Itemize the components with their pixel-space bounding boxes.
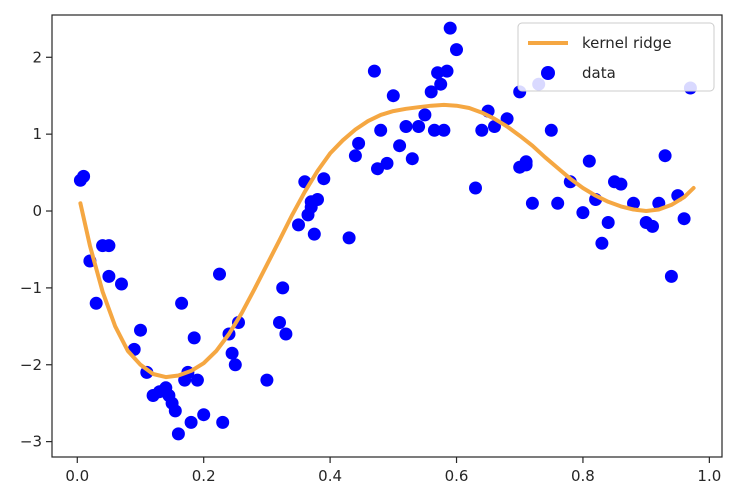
x-tick-label: 0.4: [318, 467, 342, 485]
data-point: [307, 227, 321, 241]
data-point: [500, 112, 514, 126]
data-point: [658, 149, 672, 163]
data-point: [317, 172, 331, 186]
y-tick-label: −1: [20, 279, 42, 297]
data-point: [551, 196, 565, 210]
legend-box: [517, 22, 715, 92]
data-point: [260, 373, 274, 387]
data-point: [175, 296, 189, 310]
data-point: [519, 158, 533, 172]
data-point: [190, 373, 204, 387]
data-point: [276, 281, 290, 295]
data-point: [374, 123, 388, 137]
data-point: [187, 331, 201, 345]
data-point: [595, 236, 609, 250]
plot-area: [73, 21, 697, 441]
data-point: [371, 162, 384, 176]
data-point: [627, 196, 640, 210]
data-point: [228, 358, 242, 372]
data-point: [614, 177, 628, 191]
data-point: [77, 169, 91, 183]
data-point: [450, 43, 463, 57]
data-point: [475, 123, 489, 137]
x-tick-label: 0.8: [571, 467, 595, 485]
y-tick-label: −2: [20, 356, 42, 374]
data-point: [677, 212, 691, 226]
data-point: [102, 269, 116, 283]
data-point: [437, 123, 451, 137]
data-point: [352, 136, 366, 150]
data-point: [168, 404, 182, 418]
data-point: [646, 219, 659, 233]
data-point: [380, 156, 394, 170]
y-tick-label: 2: [32, 48, 42, 66]
x-tick-label: 0.0: [65, 467, 89, 485]
legend-label-data: data: [582, 64, 616, 82]
data-point: [601, 216, 615, 229]
data-point: [427, 123, 441, 137]
data-point: [582, 154, 596, 168]
data-point: [544, 123, 558, 137]
data-point: [171, 427, 185, 441]
data-point: [440, 64, 454, 78]
data-point: [292, 218, 305, 232]
y-tick-label: −3: [20, 433, 42, 451]
data-point: [418, 108, 432, 122]
data-point: [348, 149, 362, 163]
x-axis: 0.0 0.2 0.4 0.6 0.8 1.0: [65, 457, 721, 485]
data-point: [412, 120, 426, 133]
data-point: [488, 120, 501, 133]
data-point: [525, 196, 539, 210]
x-tick-label: 0.6: [445, 467, 469, 485]
data-point: [576, 206, 590, 220]
data-point: [424, 85, 438, 99]
data-point: [89, 296, 103, 310]
series-line-kernel-ridge: [78, 102, 696, 380]
data-point: [279, 327, 293, 341]
data-point: [399, 120, 413, 133]
data-point: [216, 415, 230, 429]
data-point: [443, 21, 457, 35]
data-point: [664, 269, 678, 283]
y-tick-label: 1: [32, 125, 42, 143]
data-point: [405, 152, 419, 166]
axes-frame: [51, 14, 723, 458]
legend-label-kernel-ridge: kernel ridge: [582, 34, 672, 52]
legend: kernel ridge data: [517, 22, 715, 92]
data-point: [469, 181, 482, 195]
data-point: [434, 77, 448, 91]
legend-swatch-data: [541, 66, 555, 80]
data-point: [184, 415, 198, 429]
data-point: [115, 277, 128, 291]
data-point: [311, 193, 324, 206]
data-point: [225, 346, 239, 360]
y-tick-label: 0: [32, 202, 42, 220]
x-tick-label: 1.0: [697, 467, 721, 485]
data-point: [213, 267, 226, 281]
data-point: [273, 316, 286, 329]
data-point: [134, 323, 147, 337]
data-point: [197, 408, 211, 422]
data-point: [393, 139, 407, 153]
data-point: [386, 89, 400, 103]
y-axis: −3 −2 −1 0 1 2: [20, 48, 52, 451]
x-tick-label: 0.2: [192, 467, 216, 485]
data-point: [342, 231, 356, 245]
data-point: [367, 64, 381, 78]
data-point: [102, 239, 116, 253]
